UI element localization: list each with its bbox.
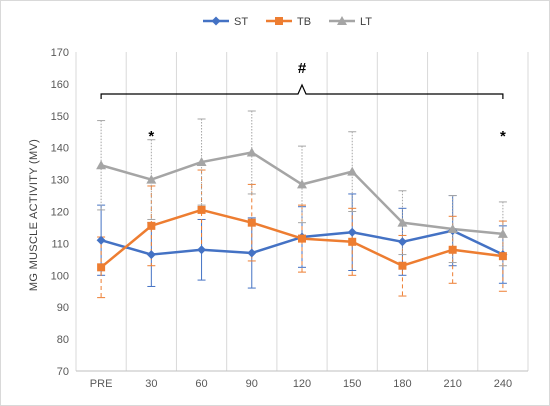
data-point-st	[96, 235, 106, 245]
legend: ST TB LT	[203, 16, 372, 28]
x-tick-label: 210	[443, 378, 461, 390]
significance-asterisk: *	[500, 128, 506, 145]
data-point-lt	[347, 166, 358, 176]
data-point-tb	[348, 237, 357, 246]
data-point-tb	[448, 245, 457, 254]
x-tick-label: 60	[195, 378, 207, 390]
legend-marker-st	[211, 16, 221, 26]
data-point-lt	[447, 224, 458, 234]
data-point-tb	[398, 261, 407, 270]
data-point-lt	[96, 160, 107, 170]
y-tick-label: 160	[51, 79, 69, 91]
error-bars	[97, 110, 507, 299]
x-tick-label: 150	[343, 378, 361, 390]
y-tick-label: 100	[51, 270, 69, 282]
data-point-st	[146, 250, 156, 260]
y-tick-label: 70	[57, 366, 69, 378]
data-point-tb	[498, 252, 507, 261]
significance-hash-mark: #	[298, 60, 307, 77]
data-point-tb	[247, 218, 256, 227]
legend-label-lt: LT	[360, 16, 372, 28]
data-point-st	[197, 245, 207, 255]
x-tick-label: 30	[145, 378, 157, 390]
data-point-st	[247, 248, 257, 258]
y-tick-label: 120	[51, 207, 69, 219]
y-axis-title: MG MUSCLE ACTIVITY (MV)	[28, 139, 40, 291]
y-tick-label: 110	[51, 238, 69, 250]
significance-bracket	[100, 83, 504, 99]
significance-asterisk: *	[148, 128, 154, 145]
series-markers	[96, 147, 508, 272]
data-point-tb	[197, 205, 206, 214]
y-tick-label: 130	[51, 175, 69, 187]
legend-marker-tb	[275, 17, 283, 25]
data-point-lt	[196, 157, 207, 167]
axes: 70 80 90 100 110 120 130 140 150 160 170 PRE 30 60 90 1…	[51, 47, 528, 390]
x-tick-label: 180	[393, 378, 411, 390]
data-point-lt	[297, 179, 307, 189]
legend-label-st: ST	[234, 16, 248, 28]
y-tick-label: 140	[51, 143, 69, 155]
legend-label-tb: TB	[297, 16, 311, 28]
x-tick-label: 120	[293, 378, 311, 390]
gridlines	[75, 52, 529, 371]
legend-marker-lt	[337, 16, 347, 25]
y-tick-label: 150	[51, 111, 69, 123]
data-point-tb	[147, 221, 156, 230]
x-tick-label: 240	[494, 378, 512, 390]
data-point-lt	[146, 174, 157, 184]
data-point-tb	[298, 234, 306, 243]
data-point-tb	[97, 263, 106, 272]
y-tick-label: 90	[57, 302, 69, 314]
y-tick-label: 80	[57, 334, 69, 346]
y-tick-label: 170	[51, 47, 69, 59]
data-point-lt	[497, 228, 508, 238]
x-tick-label: 90	[246, 378, 258, 390]
data-point-lt	[397, 217, 408, 227]
data-point-st	[347, 227, 357, 237]
x-tick-label: PRE	[90, 378, 113, 390]
data-point-lt	[246, 147, 257, 157]
data-point-st	[397, 237, 407, 247]
annotations: # * *	[100, 60, 506, 145]
